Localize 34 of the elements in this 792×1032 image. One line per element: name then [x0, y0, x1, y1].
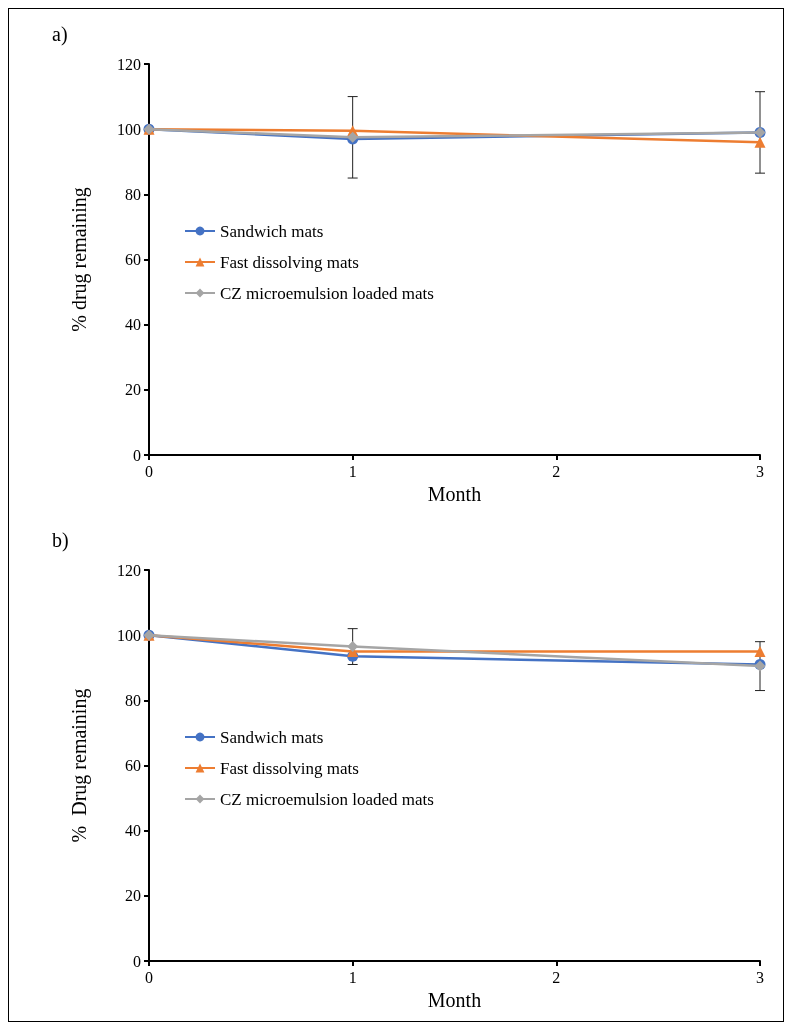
legend-label: Fast dissolving mats: [220, 252, 359, 272]
y-tick-label: 100: [117, 626, 141, 644]
legend-label: CZ microemulsion loaded mats: [220, 283, 434, 303]
legend-label: Sandwich mats: [220, 727, 324, 747]
x-tick-label: 0: [145, 968, 153, 986]
y-tick-label: 20: [125, 887, 141, 905]
chart-title: a): [52, 23, 68, 46]
legend-label: Sandwich mats: [220, 221, 324, 241]
y-tick-label: 40: [125, 316, 141, 334]
legend-label: CZ microemulsion loaded mats: [220, 789, 434, 809]
chart-title: b): [52, 529, 69, 552]
y-axis-title: % Drug remaining: [68, 688, 91, 843]
x-tick-label: 3: [756, 462, 764, 480]
y-axis-title: % drug remaining: [68, 187, 91, 332]
y-tick-label: 80: [125, 691, 141, 709]
x-axis-title: Month: [427, 988, 482, 1011]
y-tick-label: 120: [117, 55, 141, 73]
y-tick-label: 120: [117, 561, 141, 579]
x-axis-title: Month: [427, 482, 482, 505]
y-tick-label: 0: [133, 446, 141, 464]
y-tick-label: 20: [125, 381, 141, 399]
y-tick-label: 100: [117, 120, 141, 138]
legend-label: Fast dissolving mats: [220, 758, 359, 778]
x-tick-label: 2: [552, 968, 561, 986]
y-tick-label: 60: [125, 251, 141, 268]
y-tick-label: 0: [133, 952, 141, 970]
y-tick-label: 60: [125, 757, 141, 774]
x-tick-label: 3: [756, 968, 764, 986]
y-tick-label: 80: [125, 185, 141, 203]
x-tick-label: 2: [552, 462, 561, 480]
x-tick-label: 1: [348, 462, 357, 480]
x-tick-label: 1: [348, 968, 357, 986]
y-tick-label: 40: [125, 822, 141, 840]
x-tick-label: 0: [145, 462, 153, 480]
